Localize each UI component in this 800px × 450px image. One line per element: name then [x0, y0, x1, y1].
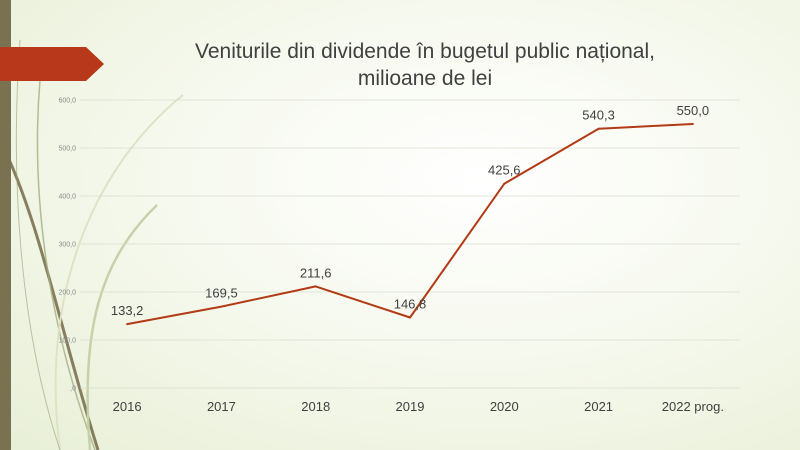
y-tick-label: 600,0	[58, 98, 76, 105]
y-tick-label: 100,0	[58, 338, 76, 345]
data-label: 425,6	[488, 163, 521, 178]
data-labels: 133,2 169,5 211,6 146,8 425,6 540,3 550,0	[111, 103, 710, 326]
data-point	[691, 123, 694, 125]
gridlines	[80, 99, 740, 389]
x-category-label: 2022 prog.	[662, 399, 724, 414]
x-category-label: 2018	[301, 399, 330, 414]
data-point	[220, 305, 223, 308]
y-axis-ticks: 600,0 500,0 400,0 300,0 200,0 100,0 ,0	[58, 98, 76, 393]
data-label: 550,0	[677, 103, 710, 118]
data-point	[597, 127, 600, 130]
y-tick-label: 300,0	[58, 242, 76, 249]
data-label: 146,8	[394, 297, 427, 312]
chart-title-line-1: Veniturile din dividende în bugetul publ…	[194, 40, 655, 63]
x-category-label: 2020	[490, 399, 519, 414]
chart-title: Veniturile din dividende în bugetul publ…	[110, 38, 740, 92]
data-label: 211,6	[300, 265, 332, 280]
data-point	[409, 316, 411, 319]
y-tick-label: 400,0	[58, 194, 76, 201]
data-label: 169,5	[205, 286, 238, 301]
x-category-label: 2017	[207, 399, 236, 414]
data-label: 540,3	[582, 108, 615, 123]
x-category-label: 2016	[113, 399, 142, 414]
x-category-label: 2019	[396, 399, 425, 414]
x-category-label: 2021	[584, 399, 613, 414]
data-point	[126, 323, 129, 326]
arrow-banner-icon	[0, 47, 104, 81]
y-tick-label: ,0	[70, 386, 76, 393]
data-point	[503, 182, 506, 185]
data-label: 133,2	[111, 303, 144, 318]
chart-title-line-2: milioane de lei	[357, 67, 493, 90]
x-axis-categories: 2016 2017 2018 2019 2020 2021 2022 prog.	[113, 399, 724, 414]
y-tick-label: 200,0	[58, 290, 76, 297]
y-tick-label: 500,0	[58, 146, 76, 153]
data-point	[314, 285, 317, 288]
left-sidebar-bar	[0, 0, 11, 450]
